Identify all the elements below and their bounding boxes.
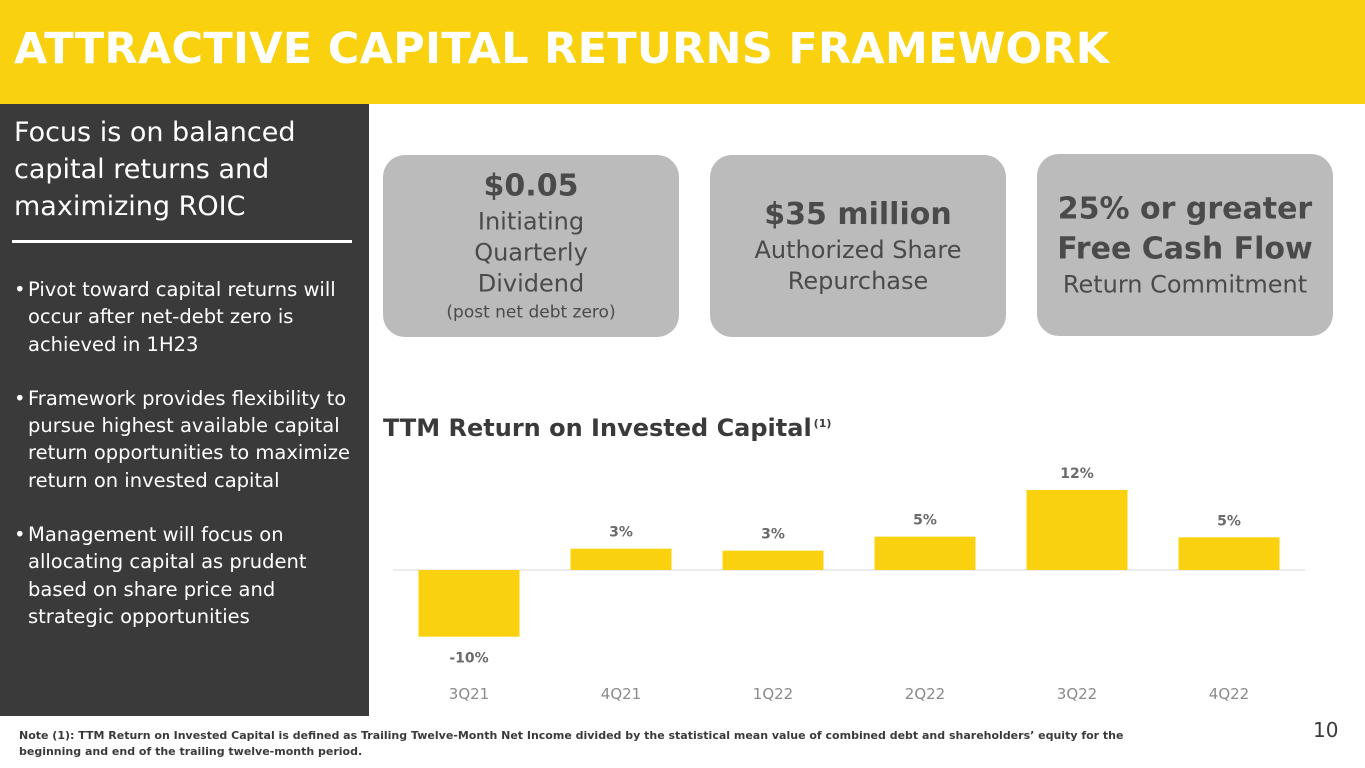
repurchase-label: Authorized Share Repurchase (754, 236, 962, 295)
bar-2q22 (874, 536, 976, 570)
data-label-3q21: -10% (449, 651, 488, 667)
roic-bar-chart: -10% 3Q21 3% 4Q21 3% 1Q22 5% 2Q22 12% 3Q22 5% 4Q22 (393, 466, 1305, 703)
chart-title: TTM Return on Invested Capital (1) (383, 414, 831, 442)
dividend-card: $0.05 Initiating Quarterly Dividend (pos… (383, 155, 679, 337)
sidebar-bullet: Management will focus on allocating capi… (14, 521, 360, 630)
sidebar-bullet: Framework provides flexibility to pursue… (14, 385, 360, 494)
bar-4q21 (570, 548, 672, 570)
page-title: ATTRACTIVE CAPITAL RETURNS FRAMEWORK (14, 24, 1110, 74)
fcf-commitment: 25% or greater Free Cash Flow (1057, 191, 1313, 267)
repurchase-card: $35 million Authorized Share Repurchase (710, 155, 1006, 337)
data-label-4q21: 3% (609, 525, 633, 541)
footnote: Note (1): TTM Return on Invested Capital… (19, 729, 1124, 758)
dividend-note: (post net debt zero) (446, 302, 616, 323)
sidebar-heading: Focus is on balanced capital returns and… (14, 117, 296, 222)
header-bar: ATTRACTIVE CAPITAL RETURNS FRAMEWORK (0, 0, 1365, 104)
repurchase-amount: $35 million (764, 197, 952, 232)
bar-4q22 (1178, 537, 1280, 570)
fcf-label: Return Commitment (1062, 270, 1308, 299)
chart-title-footnote-mark: (1) (813, 417, 832, 430)
fcf-card: 25% or greater Free Cash Flow Return Com… (1037, 154, 1333, 336)
data-label-3q22: 12% (1060, 466, 1094, 482)
dividend-amount: $0.05 (483, 168, 579, 204)
dividend-label: Initiating Quarterly Dividend (474, 207, 588, 298)
data-label-2q22: 5% (913, 513, 937, 529)
chart-title-text: TTM Return on Invested Capital (383, 414, 812, 442)
data-label-4q22: 5% (1217, 513, 1241, 529)
x-tick-label-4q22: 4Q22 (1209, 685, 1249, 703)
data-label-1q22: 3% (761, 527, 785, 543)
sidebar-divider (12, 240, 352, 243)
x-tick-label-1q22: 1Q22 (753, 685, 793, 703)
x-tick-label-3q21: 3Q21 (449, 685, 489, 703)
sidebar-bullet: Pivot toward capital returns will occur … (14, 276, 360, 358)
x-tick-label-4q21: 4Q21 (601, 685, 641, 703)
x-tick-label-3q22: 3Q22 (1057, 685, 1097, 703)
bar-3q21 (418, 570, 520, 637)
bar-1q22 (722, 550, 824, 570)
sidebar-panel: Focus is on balanced capital returns and… (0, 104, 369, 716)
x-tick-label-2q22: 2Q22 (905, 685, 945, 703)
bar-3q22 (1026, 489, 1128, 570)
page-number: 10 (1313, 718, 1339, 742)
sidebar-bullet-list: Pivot toward capital returns will occur … (14, 276, 360, 657)
